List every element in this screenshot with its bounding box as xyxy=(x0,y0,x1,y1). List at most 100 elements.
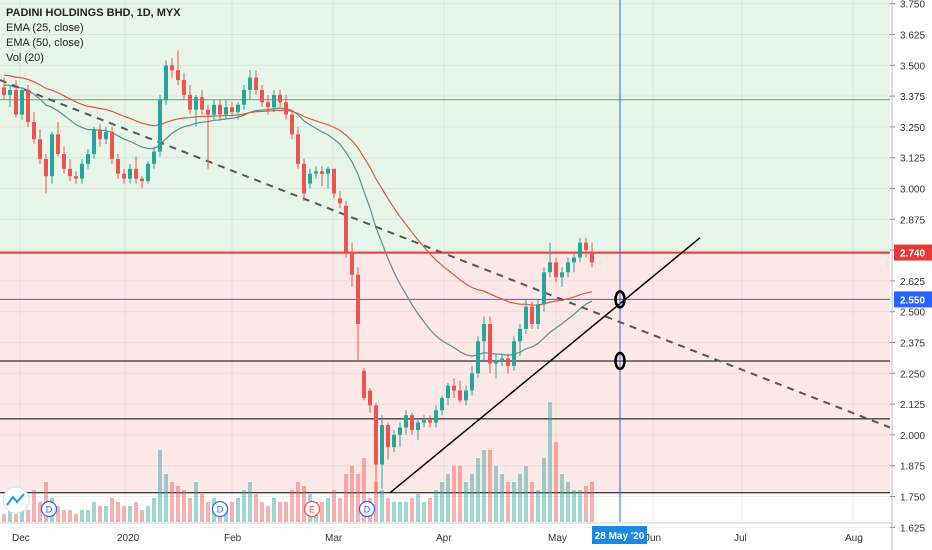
candle-body xyxy=(152,152,156,164)
volume-bar xyxy=(254,494,258,522)
candle-body xyxy=(194,97,198,109)
volume-bar xyxy=(104,506,108,522)
candle-body xyxy=(452,386,456,391)
volume-bar xyxy=(188,498,192,522)
candle-body xyxy=(68,169,72,176)
candle-body xyxy=(542,272,546,304)
y-tick-label: 2.000 xyxy=(900,431,925,442)
volume-bar xyxy=(446,474,450,522)
candle-body xyxy=(302,164,306,194)
volume-bar xyxy=(410,498,414,522)
candle-body xyxy=(218,105,222,115)
candle-body xyxy=(32,122,36,139)
candle-body xyxy=(566,262,570,272)
x-tick-label: Jun xyxy=(645,533,661,544)
volume-bar xyxy=(542,458,546,522)
candle-body xyxy=(128,169,132,179)
volume-bar xyxy=(164,474,168,522)
candle-body xyxy=(590,253,594,263)
volume-bar xyxy=(290,490,294,522)
candle-body xyxy=(98,129,102,139)
y-tick-label: 3.750 xyxy=(900,0,925,11)
candle-body xyxy=(338,198,342,203)
volume-bar xyxy=(458,466,462,522)
candle-body xyxy=(380,425,384,464)
candle-body xyxy=(50,134,54,176)
candle-body xyxy=(266,102,270,107)
legend-title: PADINI HOLDINGS BHD, 1D, MYX xyxy=(6,6,181,21)
candle-body xyxy=(290,115,294,135)
price-badge-red-label: 2.740 xyxy=(900,249,925,260)
candle-body xyxy=(26,90,30,122)
candle-body xyxy=(368,391,372,406)
y-tick-label: 2.125 xyxy=(900,400,925,411)
volume-bar xyxy=(338,498,342,522)
volume-bar xyxy=(110,498,114,522)
volume-bar xyxy=(86,510,90,522)
volume-bar xyxy=(14,514,18,522)
candle-body xyxy=(2,87,6,94)
volume-bar xyxy=(518,474,522,522)
candle-body xyxy=(158,100,162,152)
volume-bar xyxy=(416,494,420,522)
candle-body xyxy=(374,405,378,464)
volume-bar xyxy=(524,466,528,522)
x-tick-label: Aug xyxy=(845,533,863,544)
candle-body xyxy=(254,78,258,90)
volume-bar xyxy=(332,490,336,522)
candle-body xyxy=(164,65,168,99)
y-tick-label: 1.750 xyxy=(900,493,925,504)
candle-body xyxy=(572,257,576,262)
candle-body xyxy=(230,107,234,112)
candle-body xyxy=(362,371,366,398)
candle-body xyxy=(272,95,276,107)
x-tick-label: Apr xyxy=(436,533,452,544)
event-marker-label: E xyxy=(309,505,315,515)
candle-body xyxy=(224,107,228,114)
volume-bar xyxy=(530,482,534,522)
candle-body xyxy=(92,129,96,154)
volume-bar xyxy=(500,474,504,522)
candle-body xyxy=(428,420,432,422)
candle-body xyxy=(242,90,246,105)
candle-body xyxy=(296,134,300,164)
candle-body xyxy=(482,324,486,341)
y-tick-label: 3.000 xyxy=(900,184,925,195)
volume-bar xyxy=(80,510,84,522)
candle-body xyxy=(212,105,216,115)
candle-body xyxy=(308,174,312,184)
volume-bar xyxy=(74,514,78,522)
candle-body xyxy=(488,324,492,363)
candle-body xyxy=(578,243,582,258)
candle-body xyxy=(20,90,24,115)
candle-body xyxy=(470,373,474,390)
x-tick-label: Jul xyxy=(734,533,747,544)
y-tick-label: 2.250 xyxy=(900,369,925,380)
candle-body xyxy=(434,410,438,422)
candle-body xyxy=(200,97,204,109)
volume-bar xyxy=(146,506,150,522)
volume-bar xyxy=(206,502,210,522)
y-tick-label: 1.875 xyxy=(900,462,925,473)
candle-body xyxy=(404,415,408,427)
volume-bar xyxy=(302,486,306,522)
volume-bar xyxy=(116,502,120,522)
candle-body xyxy=(326,169,330,174)
volume-bar xyxy=(386,498,390,522)
event-marker-label: D xyxy=(364,505,371,515)
candle-body xyxy=(284,102,288,114)
candle-body xyxy=(584,243,588,250)
volume-bar xyxy=(536,490,540,522)
candle-body xyxy=(518,329,522,341)
legend-ema50: EMA (50, close) xyxy=(6,36,181,51)
candle-body xyxy=(422,420,426,422)
volume-bar xyxy=(554,442,558,522)
candle-body xyxy=(104,132,108,139)
candle-body xyxy=(512,341,516,366)
candle-body xyxy=(248,78,252,90)
volume-bar xyxy=(476,458,480,522)
volume-bar xyxy=(122,506,126,522)
candle-body xyxy=(476,341,480,373)
candle-body xyxy=(356,275,360,324)
